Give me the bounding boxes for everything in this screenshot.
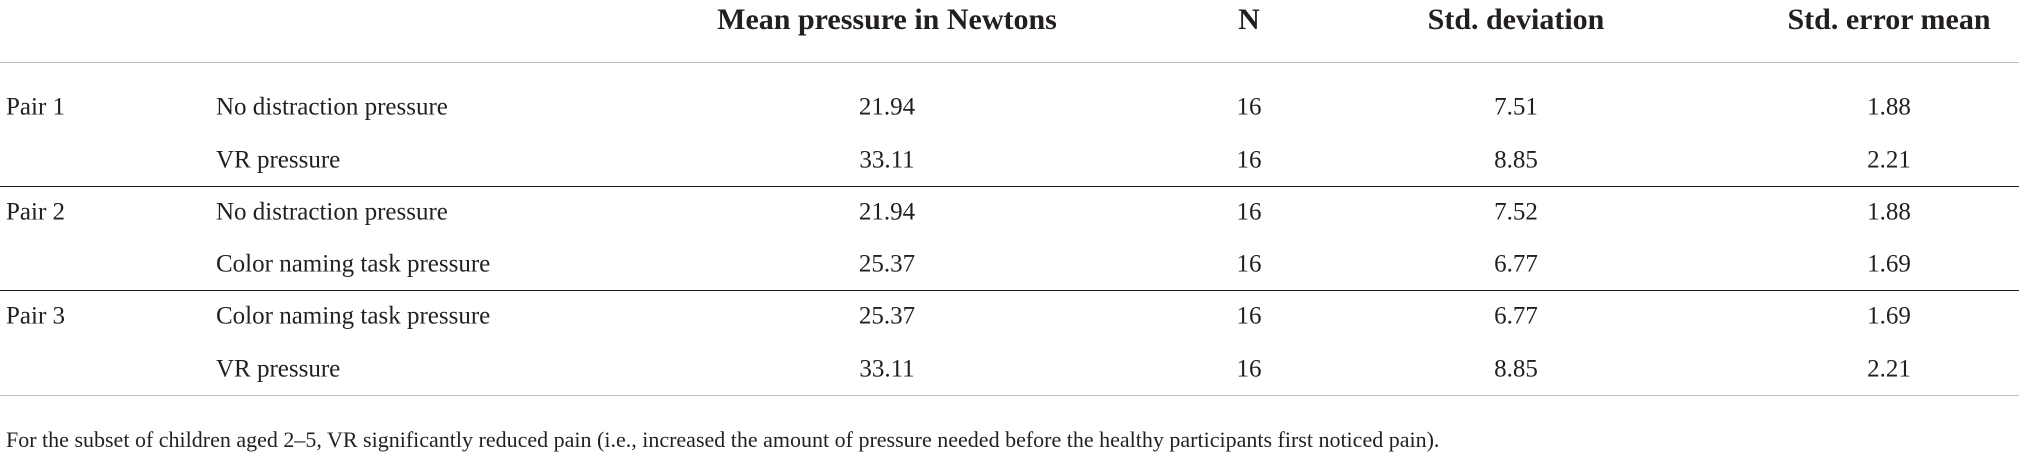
cell-value: 21.94 (858, 198, 916, 225)
cell-value: 7.52 (1494, 198, 1538, 225)
cell-value: 16 (1236, 198, 1262, 225)
group-rule (0, 185, 2019, 187)
cell-value: 16 (1236, 355, 1262, 382)
column-header: N (1238, 3, 1260, 36)
cell-value: 25.37 (858, 250, 916, 278)
column-header: Std. deviation (1427, 3, 1605, 36)
cell-value: 1.69 (1867, 250, 1911, 278)
row-name: Color naming task pressure (216, 302, 491, 330)
row-name: VR pressure (216, 355, 341, 382)
footnote: For the subset of children aged 2–5, VR … (6, 427, 1440, 452)
cell-value: 33.11 (859, 355, 915, 382)
cell-value: 7.51 (1494, 93, 1538, 121)
cell-value: 2.21 (1867, 146, 1911, 173)
cell-value: 21.94 (858, 93, 916, 121)
row-name: Color naming task pressure (216, 250, 491, 278)
cell-value: 6.77 (1494, 250, 1538, 278)
cell-value: 16 (1236, 146, 1262, 173)
cell-value: 16 (1236, 250, 1262, 278)
group-label: Pair 1 (6, 93, 66, 121)
cell-value: 8.85 (1494, 146, 1538, 173)
group-rule (0, 394, 2019, 396)
cell-value: 25.37 (858, 302, 916, 330)
header-rule (0, 62, 2019, 63)
cell-value: 2.21 (1867, 355, 1911, 382)
row-name: VR pressure (216, 146, 341, 173)
group-label: Pair 2 (6, 198, 66, 225)
row-name: No distraction pressure (216, 93, 448, 121)
group-label: Pair 3 (6, 302, 66, 330)
cell-value: 1.88 (1867, 93, 1911, 121)
group-rule (0, 290, 2019, 291)
cell-value: 16 (1236, 93, 1262, 121)
cell-value: 1.88 (1867, 198, 1911, 225)
cell-value: 33.11 (859, 146, 915, 173)
cell-value: 8.85 (1494, 355, 1538, 382)
cell-value: 6.77 (1494, 302, 1538, 330)
column-header: Std. error mean (1787, 3, 1991, 36)
column-header: Mean pressure in Newtons (717, 3, 1057, 36)
cell-value: 1.69 (1867, 302, 1911, 330)
row-name: No distraction pressure (216, 198, 448, 225)
cell-value: 16 (1236, 302, 1262, 330)
